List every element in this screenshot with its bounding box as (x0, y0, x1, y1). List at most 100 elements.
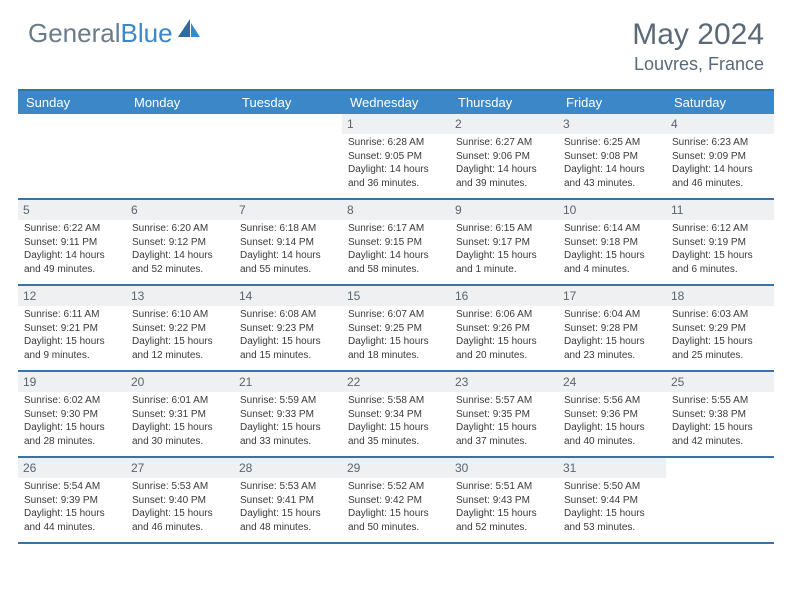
sunrise-text: Sunrise: 5:58 AM (348, 394, 444, 408)
daylight-text: Daylight: 14 hours and 49 minutes. (24, 249, 120, 276)
day-number: 2 (450, 114, 558, 134)
sunrise-text: Sunrise: 6:15 AM (456, 222, 552, 236)
sunrise-text: Sunrise: 5:51 AM (456, 480, 552, 494)
sunset-text: Sunset: 9:17 PM (456, 236, 552, 250)
day-cell: 6Sunrise: 6:20 AMSunset: 9:12 PMDaylight… (126, 200, 234, 284)
sunrise-text: Sunrise: 5:57 AM (456, 394, 552, 408)
daylight-text: Daylight: 15 hours and 18 minutes. (348, 335, 444, 362)
daylight-text: Daylight: 15 hours and 40 minutes. (564, 421, 660, 448)
daylight-text: Daylight: 15 hours and 30 minutes. (132, 421, 228, 448)
sunrise-text: Sunrise: 6:25 AM (564, 136, 660, 150)
sunrise-text: Sunrise: 5:59 AM (240, 394, 336, 408)
sunrise-text: Sunrise: 6:11 AM (24, 308, 120, 322)
day-cell: 4Sunrise: 6:23 AMSunset: 9:09 PMDaylight… (666, 114, 774, 198)
daylight-text: Daylight: 15 hours and 33 minutes. (240, 421, 336, 448)
daylight-text: Daylight: 15 hours and 1 minute. (456, 249, 552, 276)
title-block: May 2024 Louvres, France (632, 18, 764, 75)
day-number: 5 (18, 200, 126, 220)
day-cell: 27Sunrise: 5:53 AMSunset: 9:40 PMDayligh… (126, 458, 234, 542)
day-cell: 18Sunrise: 6:03 AMSunset: 9:29 PMDayligh… (666, 286, 774, 370)
day-cell: 23Sunrise: 5:57 AMSunset: 9:35 PMDayligh… (450, 372, 558, 456)
day-number: 19 (18, 372, 126, 392)
daylight-text: Daylight: 15 hours and 9 minutes. (24, 335, 120, 362)
day-number: 31 (558, 458, 666, 478)
sunset-text: Sunset: 9:22 PM (132, 322, 228, 336)
daylight-text: Daylight: 15 hours and 15 minutes. (240, 335, 336, 362)
sunset-text: Sunset: 9:26 PM (456, 322, 552, 336)
day-number: 29 (342, 458, 450, 478)
sunset-text: Sunset: 9:42 PM (348, 494, 444, 508)
sunset-text: Sunset: 9:44 PM (564, 494, 660, 508)
daylight-text: Daylight: 14 hours and 39 minutes. (456, 163, 552, 190)
sunrise-text: Sunrise: 6:10 AM (132, 308, 228, 322)
sunrise-text: Sunrise: 6:17 AM (348, 222, 444, 236)
header: GeneralBlue May 2024 Louvres, France (0, 0, 792, 83)
day-cell: 9 Sunrise: 6:15 AMSunset: 9:17 PMDaylight… (450, 200, 558, 284)
daylight-text: Daylight: 15 hours and 12 minutes. (132, 335, 228, 362)
day-cell: 29Sunrise: 5:52 AMSunset: 9:42 PMDayligh… (342, 458, 450, 542)
daylight-text: Daylight: 15 hours and 53 minutes. (564, 507, 660, 534)
day-number: 27 (126, 458, 234, 478)
weeks-container: 1Sunrise: 6:28 AMSunset: 9:05 PMDaylight… (18, 114, 774, 544)
day-cell: 11Sunrise: 6:12 AMSunset: 9:19 PMDayligh… (666, 200, 774, 284)
day-cell: 13 Sunrise: 6:10 AMSunset: 9:22 PMDayligh… (126, 286, 234, 370)
day-number: 12 (18, 286, 126, 306)
day-number: 20 (126, 372, 234, 392)
sunset-text: Sunset: 9:30 PM (24, 408, 120, 422)
sunset-text: Sunset: 9:06 PM (456, 150, 552, 164)
sunrise-text: Sunrise: 6:04 AM (564, 308, 660, 322)
sunrise-text: Sunrise: 5:54 AM (24, 480, 120, 494)
sunset-text: Sunset: 9:35 PM (456, 408, 552, 422)
day-cell: 21Sunrise: 5:59 AMSunset: 9:33 PMDayligh… (234, 372, 342, 456)
sunrise-text: Sunrise: 6:07 AM (348, 308, 444, 322)
sunrise-text: Sunrise: 6:12 AM (672, 222, 768, 236)
day-number: 22 (342, 372, 450, 392)
day-number: 11 (666, 200, 774, 220)
day-cell: 17Sunrise: 6:04 AMSunset: 9:28 PMDayligh… (558, 286, 666, 370)
sunset-text: Sunset: 9:43 PM (456, 494, 552, 508)
brand-logo: GeneralBlue (28, 18, 202, 49)
day-number: 13 (126, 286, 234, 306)
daylight-text: Daylight: 14 hours and 46 minutes. (672, 163, 768, 190)
sunset-text: Sunset: 9:40 PM (132, 494, 228, 508)
daylight-text: Daylight: 15 hours and 42 minutes. (672, 421, 768, 448)
sunset-text: Sunset: 9:19 PM (672, 236, 768, 250)
daylight-text: Daylight: 15 hours and 44 minutes. (24, 507, 120, 534)
brand-name-b: Blue (121, 18, 173, 49)
sunrise-text: Sunrise: 6:20 AM (132, 222, 228, 236)
day-cell: 1Sunrise: 6:28 AMSunset: 9:05 PMDaylight… (342, 114, 450, 198)
sunset-text: Sunset: 9:36 PM (564, 408, 660, 422)
day-number: 4 (666, 114, 774, 134)
daylight-text: Daylight: 15 hours and 35 minutes. (348, 421, 444, 448)
dow-cell: Wednesday (342, 91, 450, 114)
day-cell: 24Sunrise: 5:56 AMSunset: 9:36 PMDayligh… (558, 372, 666, 456)
sunset-text: Sunset: 9:11 PM (24, 236, 120, 250)
day-cell: 25Sunrise: 5:55 AMSunset: 9:38 PMDayligh… (666, 372, 774, 456)
sunrise-text: Sunrise: 6:01 AM (132, 394, 228, 408)
daylight-text: Daylight: 15 hours and 25 minutes. (672, 335, 768, 362)
day-cell: 8Sunrise: 6:17 AMSunset: 9:15 PMDaylight… (342, 200, 450, 284)
sunrise-text: Sunrise: 5:50 AM (564, 480, 660, 494)
day-cell: 10Sunrise: 6:14 AMSunset: 9:18 PMDayligh… (558, 200, 666, 284)
week-row: 5Sunrise: 6:22 AMSunset: 9:11 PMDaylight… (18, 200, 774, 286)
day-number: 25 (666, 372, 774, 392)
day-cell: 5Sunrise: 6:22 AMSunset: 9:11 PMDaylight… (18, 200, 126, 284)
day-cell: 14Sunrise: 6:08 AMSunset: 9:23 PMDayligh… (234, 286, 342, 370)
day-cell: 15Sunrise: 6:07 AMSunset: 9:25 PMDayligh… (342, 286, 450, 370)
daylight-text: Daylight: 15 hours and 52 minutes. (456, 507, 552, 534)
day-number: 26 (18, 458, 126, 478)
daylight-text: Daylight: 15 hours and 23 minutes. (564, 335, 660, 362)
week-row: 26Sunrise: 5:54 AMSunset: 9:39 PMDayligh… (18, 458, 774, 544)
sunset-text: Sunset: 9:05 PM (348, 150, 444, 164)
dow-cell: Saturday (666, 91, 774, 114)
day-cell: 20Sunrise: 6:01 AMSunset: 9:31 PMDayligh… (126, 372, 234, 456)
day-number: 24 (558, 372, 666, 392)
sunrise-text: Sunrise: 5:53 AM (240, 480, 336, 494)
week-row: 19Sunrise: 6:02 AMSunset: 9:30 PMDayligh… (18, 372, 774, 458)
dow-cell: Sunday (18, 91, 126, 114)
day-number: 9 (450, 200, 558, 220)
day-cell: 16Sunrise: 6:06 AMSunset: 9:26 PMDayligh… (450, 286, 558, 370)
sunset-text: Sunset: 9:28 PM (564, 322, 660, 336)
day-number: 23 (450, 372, 558, 392)
day-number: 3 (558, 114, 666, 134)
